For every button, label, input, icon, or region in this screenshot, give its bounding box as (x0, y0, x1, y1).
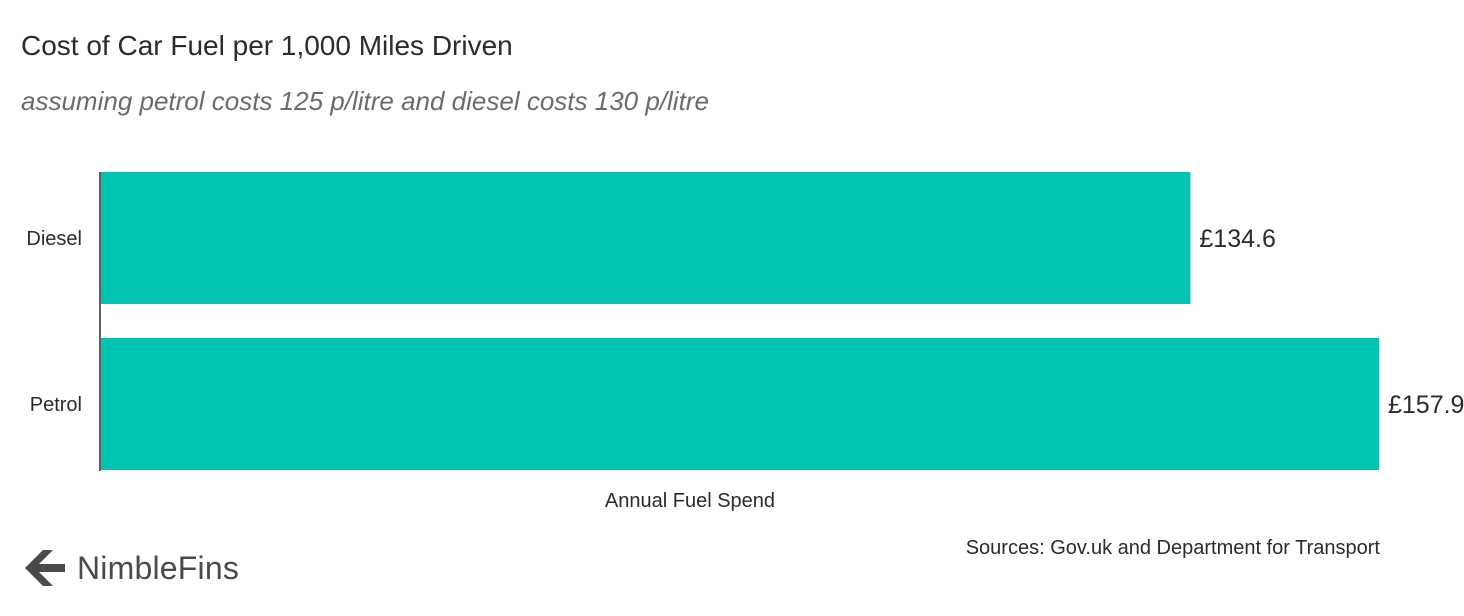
value-label-diesel: £134.6 (1199, 225, 1275, 253)
bar-petrol (101, 338, 1379, 470)
bars-group: Diesel £134.6 Petrol £157.9 (26, 172, 1464, 470)
category-label-diesel: Diesel (26, 228, 82, 250)
nimblefins-chevron-icon (25, 550, 65, 586)
source-note: Sources: Gov.uk and Department for Trans… (965, 537, 1380, 559)
x-axis-label: Annual Fuel Spend (605, 490, 775, 512)
value-label-petrol: £157.9 (1388, 391, 1464, 419)
brand-name: NimbleFins (77, 549, 240, 586)
chart-title: Cost of Car Fuel per 1,000 Miles Driven (21, 30, 513, 61)
category-label-petrol: Petrol (30, 394, 82, 416)
chart-subtitle: assuming petrol costs 125 p/litre and di… (21, 86, 709, 116)
brand-logo: NimbleFins (21, 546, 239, 590)
bar-diesel (101, 172, 1191, 304)
